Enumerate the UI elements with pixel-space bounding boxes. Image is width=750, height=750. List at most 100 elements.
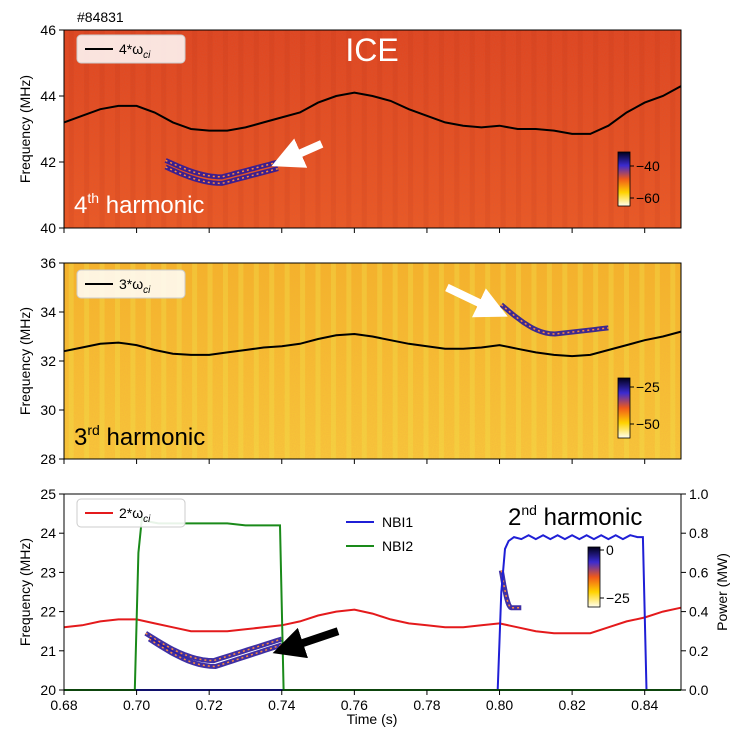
- panel-2-x-ticks: [63, 459, 646, 464]
- panel-1-stripe: [454, 30, 460, 228]
- svg-text:3rd harmonic: 3rd harmonic: [74, 422, 205, 451]
- panel-1-stripe: [269, 30, 275, 228]
- panel-3-legend-right: NBI1 NBI2: [346, 514, 413, 554]
- panel-2-ytick-label: 32: [40, 353, 56, 369]
- panel-1-stripe: [608, 30, 614, 228]
- panel-2-stripe: [346, 263, 352, 459]
- panel-3-colorbar-bar: [587, 546, 601, 608]
- panel-3-colorbar-label-2: −25: [606, 590, 630, 606]
- panel-2-stripe: [99, 263, 105, 459]
- panel-2-stripe: [593, 263, 599, 459]
- panel-2-ytick-label: 34: [40, 304, 56, 320]
- panel-1-stripes: [68, 30, 676, 228]
- panel-2-stripe: [114, 263, 120, 459]
- panel-2-stripe: [192, 263, 198, 459]
- shot-label: #84831: [77, 9, 124, 25]
- panel-2-stripe: [68, 263, 74, 459]
- svg-text:4th harmonic: 4th harmonic: [74, 190, 204, 219]
- panel-4th-harmonic: 40 42 44 46 Frequency (MHz) ICE 4*ωci 4th h…: [17, 22, 682, 236]
- panel-2-stripe: [469, 263, 475, 459]
- panel-2-stripe: [546, 263, 552, 459]
- panel-1-emission-band-dash: [165, 159, 279, 178]
- panel-2-stripes: [68, 263, 676, 459]
- panel-1-stripe: [161, 30, 167, 228]
- panel-2-stripe: [639, 263, 645, 459]
- panel-1-harmonic-number: 4: [74, 192, 87, 219]
- panel-1-stripe: [130, 30, 136, 228]
- panel-1-stripe: [500, 30, 506, 228]
- panel-2-stripe: [624, 263, 630, 459]
- panel-2-stripe: [300, 263, 306, 459]
- panel-3-xtick-label: 0.80: [486, 697, 513, 713]
- panel-2-colorbar-label-1: −25: [636, 379, 660, 395]
- panel-1-stripe: [408, 30, 414, 228]
- panel-3-ytick-label: 24: [40, 525, 56, 541]
- panel-1-ylabel: Frequency (MHz): [17, 75, 33, 183]
- panel-3-y2label: Power (MW): [714, 553, 730, 631]
- panel-1-ytick-label: 44: [40, 88, 56, 104]
- panel-2-stripe: [500, 263, 506, 459]
- panel-2-stripe: [145, 263, 151, 459]
- panel-2-stripe: [130, 263, 136, 459]
- panel-3-ytick-label: 25: [40, 486, 56, 502]
- panel-1-stripe: [346, 30, 352, 228]
- panel-1-stripe: [654, 30, 660, 228]
- panel-3-legend-2wci-label: 2*ω: [119, 505, 143, 521]
- panel-3-y2tick-label: 0.0: [689, 682, 709, 698]
- panel-1-stripe: [315, 30, 321, 228]
- panel-2-emission-bands: [499, 302, 609, 337]
- panel-3-xtick-label: 0.68: [50, 697, 77, 713]
- panel-1-stripe: [392, 30, 398, 228]
- panel-3-ytick-label: 21: [40, 643, 56, 659]
- panel-1-stripe: [593, 30, 599, 228]
- panel-2-stripe: [670, 263, 676, 459]
- panel-2-stripe: [253, 263, 259, 459]
- panel-1-stripe: [330, 30, 336, 228]
- panel-2-stripe: [84, 263, 90, 459]
- panel-3-xtick-label: 0.76: [341, 697, 368, 713]
- panel-1-frame: [63, 29, 682, 229]
- panel-2-colorbar-label-2: −50: [636, 416, 660, 432]
- panel-3-colorbar-label-1: 0: [606, 542, 614, 558]
- panel-1-emission-bands: [164, 158, 279, 186]
- panel-2-stripe: [207, 263, 213, 459]
- panel-3-arrow: [272, 627, 340, 659]
- panel-2-stripe: [284, 263, 290, 459]
- panel-1-stripe: [284, 30, 290, 228]
- panel-1-stripe: [624, 30, 630, 228]
- panel-2-stripe: [392, 263, 398, 459]
- panel-2-ylabel: Frequency (MHz): [17, 307, 33, 415]
- panel-3-xlabel: Time (s): [347, 711, 398, 727]
- panel-2-3wci-line: [63, 330, 682, 358]
- panel-1-stripe: [207, 30, 213, 228]
- panel-3-ytick-label: 20: [40, 682, 56, 698]
- panel-2-harmonic-number: 3: [74, 424, 87, 451]
- panel-3-y2tick-label: 0.2: [689, 643, 709, 659]
- panel-2-stripe: [269, 263, 275, 459]
- panel-2-stripe: [608, 263, 614, 459]
- panel-1-stripe: [84, 30, 90, 228]
- panel-1-4wci-line: [63, 85, 682, 135]
- panel-3-colorbar: 0 −25: [587, 542, 630, 608]
- panel-3-emission-bands: [144, 569, 522, 670]
- panel-3-series-nbi1: [64, 534, 681, 691]
- panel-1-stripe: [438, 30, 444, 228]
- svg-text:3*ωci: 3*ωci: [119, 276, 151, 296]
- panel-1-stripe: [639, 30, 645, 228]
- panel-3-ytick-label: 22: [40, 604, 56, 620]
- panel-3-xtick-label: 0.82: [558, 697, 585, 713]
- panel-3-xtick-label: 0.84: [631, 697, 658, 713]
- panel-1-stripe: [176, 30, 182, 228]
- panel-2-stripe: [531, 263, 537, 459]
- svg-text:4*ωci: 4*ωci: [119, 41, 151, 61]
- panel-2-legend: 3*ωci: [76, 269, 186, 299]
- panel-2-legend-sub: ci: [143, 285, 151, 296]
- panel-2-stripe: [423, 263, 429, 459]
- panel-3-xtick-label: 0.74: [268, 697, 295, 713]
- panel-3-frame: [63, 493, 682, 691]
- panel-3-legend-nbi2: NBI2: [382, 538, 413, 554]
- panel-2-legend-label: 3*ω: [119, 276, 143, 292]
- panel-1-stripe: [562, 30, 568, 228]
- panel-3-legend-left: 2*ωci: [76, 498, 186, 528]
